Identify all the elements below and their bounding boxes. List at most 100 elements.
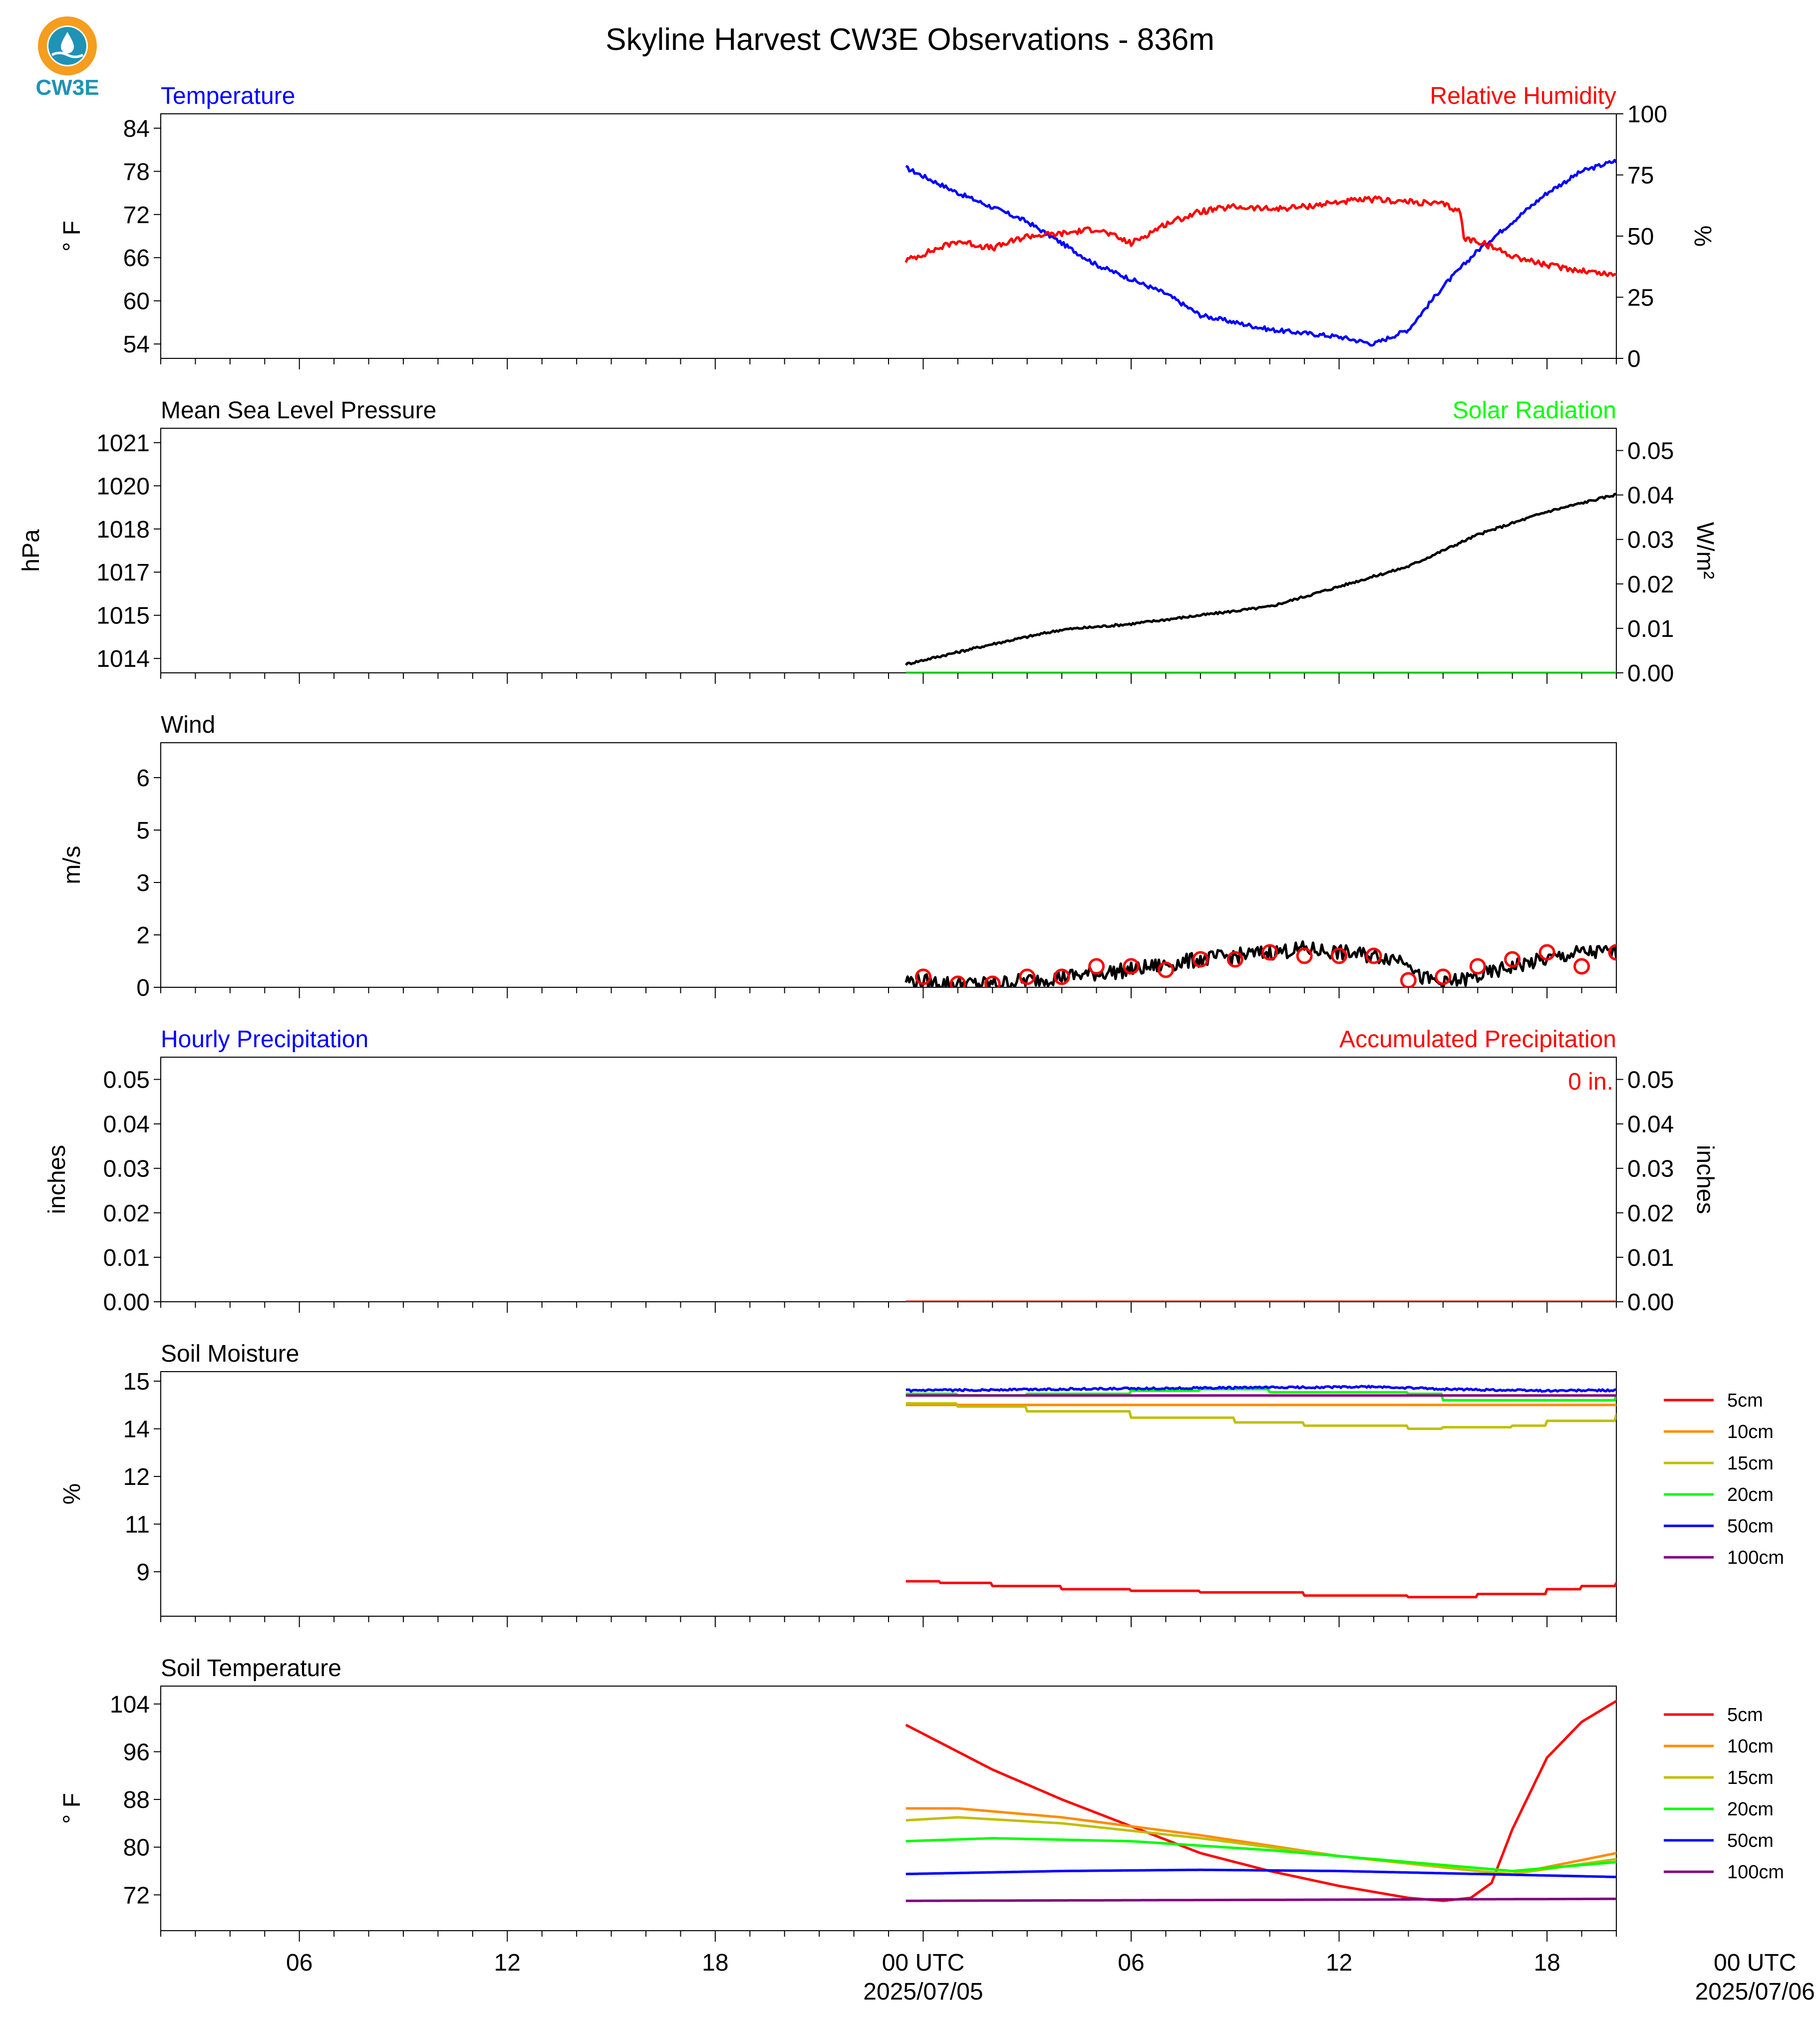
y-right-tick-label: 0.03 (1627, 527, 1674, 554)
x-tick-label: 18 (1533, 1950, 1560, 1976)
y-right-tick-label: 100 (1627, 101, 1667, 128)
wind-circle-marker (984, 975, 1001, 987)
y-tick-label: 84 (123, 116, 150, 142)
y-tick-label: 15 (123, 1369, 150, 1395)
y-tick-label: 0.04 (103, 1112, 150, 1138)
y-right-tick-label: 0.02 (1627, 1200, 1674, 1227)
wind-circle-marker (1019, 968, 1036, 985)
y-right-tick-label: 0.02 (1627, 572, 1674, 598)
wind-circle-marker (1435, 968, 1452, 985)
legend-label: 100cm (1727, 1862, 1784, 1883)
temperature_humidity-plot-area (905, 159, 1616, 347)
soil_temperature-series-10cm (906, 1807, 1616, 1875)
soil_moisture-ylabel: % (59, 1483, 85, 1505)
y-tick-label: 60 (123, 289, 150, 315)
y-right-tick-label: 25 (1627, 285, 1654, 311)
wind-circle-marker (1818, 966, 1820, 980)
soil_moisture-legend: 5cm 10cm 15cm 20cm 50cm 100cm (1664, 1390, 1784, 1568)
x-tick-label: 00 UTC (882, 1950, 964, 1976)
temperature_humidity-ylabel: ° F (59, 221, 85, 252)
wind-circle-marker (1123, 958, 1140, 975)
soil_temperature-plot-area (905, 1700, 1616, 1902)
wind-title-left: Wind (161, 712, 215, 738)
wind-circle-marker (1783, 970, 1797, 984)
y-right-tick-label: 0.00 (1627, 1289, 1674, 1316)
y-tick-label: 78 (123, 159, 150, 185)
precipitation-title-right: Accumulated Precipitation (1339, 1026, 1616, 1053)
y-tick-label: 5 (136, 818, 150, 844)
wind-circle-marker (1157, 961, 1174, 978)
temperature_humidity-frame (160, 113, 1617, 359)
y-tick-label: 66 (123, 245, 150, 272)
wind-circle-marker (1713, 949, 1727, 963)
y-tick-label: 104 (110, 1692, 150, 1718)
y-tick-label: 80 (123, 1835, 150, 1861)
y-tick-label: 11 (125, 1511, 150, 1538)
y-tick-label: 96 (123, 1739, 150, 1765)
wind-circle-marker (1088, 958, 1105, 975)
precipitation-title-left: Hourly Precipitation (161, 1026, 368, 1053)
y-tick-label: 1015 (96, 603, 150, 629)
legend-label: 20cm (1727, 1484, 1774, 1505)
wind-frame (160, 742, 1617, 988)
y-right-tick-label: 0.01 (1627, 1245, 1674, 1271)
y-right-tick-label: 0.05 (1627, 438, 1674, 465)
logo-sun-ring-icon (38, 16, 97, 75)
x-tick-label: 06 (1118, 1950, 1144, 1976)
soil_temperature-series-5cm (905, 1700, 1616, 1902)
wind-circle-marker (1053, 968, 1070, 985)
legend-label: 50cm (1727, 1830, 1774, 1851)
y-tick-label: 54 (123, 331, 150, 358)
soil_temperature-series-20cm (906, 1837, 1616, 1872)
logo-text: CW3E (35, 75, 99, 100)
pressure_solar-ylabel-right: W/m² (1692, 522, 1718, 579)
y-tick-label: 0.03 (103, 1156, 150, 1182)
y-tick-label: 1014 (96, 646, 150, 672)
y-tick-label: 6 (136, 765, 150, 792)
temperature_humidity-panel: Temperature Relative Humidity 54 60 66 72 78 84… (59, 83, 1716, 372)
y-right-tick-label: 0.01 (1627, 616, 1674, 642)
legend-label: 100cm (1727, 1547, 1784, 1568)
pressure_solar-panel: Mean Sea Level Pressure Solar Radiation 10… (18, 397, 1718, 687)
x-tick-label: 12 (1326, 1950, 1352, 1976)
wind-circle-marker (1573, 958, 1590, 975)
y-right-tick-label: 75 (1627, 163, 1654, 189)
pressure_solar-title-right: Solar Radiation (1453, 397, 1616, 424)
y-tick-label: 0 (136, 975, 150, 1001)
precipitation-ylabel: inches (44, 1145, 70, 1214)
soil_moisture-panel: Soil Moisture 9 11 12 14 15% 5cm 10cm 15cm 20cm 50… (59, 1341, 1784, 1627)
y-tick-label: 1018 (96, 517, 150, 543)
legend-label: 5cm (1727, 1390, 1763, 1411)
x-tick-label: 12 (494, 1950, 521, 1976)
legend-label: 10cm (1727, 1736, 1774, 1757)
x-date-label: 2025/07/05 (863, 1979, 983, 2005)
legend-label: 20cm (1727, 1799, 1774, 1820)
temperature_humidity-title-left: Temperature (161, 83, 295, 109)
y-right-tick-label: 0.05 (1627, 1067, 1674, 1094)
y-tick-label: 1021 (96, 430, 150, 457)
soil_moisture-series-50cm (906, 1385, 1616, 1393)
cw3e-logo: CW3E (35, 16, 99, 100)
wind-circle-marker (1679, 945, 1693, 959)
legend-label: 10cm (1727, 1422, 1774, 1443)
wind-circle-marker (1538, 944, 1555, 961)
precipitation-panel: Hourly Precipitation Accumulated Precipit… (44, 1026, 1718, 1316)
wind-circle-marker (1331, 947, 1348, 964)
soil_temperature-legend: 5cm 10cm 15cm 20cm 50cm 100cm (1664, 1705, 1784, 1883)
y-right-tick-label: 0.03 (1627, 1156, 1674, 1182)
wind-circle-marker (1400, 972, 1417, 987)
wind-circle-marker (1748, 956, 1762, 970)
y-tick-label: 2 (136, 922, 150, 949)
soil_moisture-plot-area (906, 1385, 1616, 1599)
legend-label: 15cm (1727, 1767, 1774, 1788)
temperature_humidity-ylabel-right: % (1689, 226, 1716, 247)
pressure_solar-frame (160, 428, 1617, 673)
x-tick-label: 06 (286, 1950, 312, 1976)
soil_moisture-frame (160, 1371, 1617, 1617)
soil_temperature-series-50cm (906, 1868, 1616, 1878)
y-right-tick-label: 50 (1627, 224, 1654, 250)
soil_temperature-title-left: Soil Temperature (161, 1655, 341, 1682)
panels: Temperature Relative Humidity546066727884… (18, 83, 1820, 2005)
wind-circle-marker (1469, 958, 1486, 975)
